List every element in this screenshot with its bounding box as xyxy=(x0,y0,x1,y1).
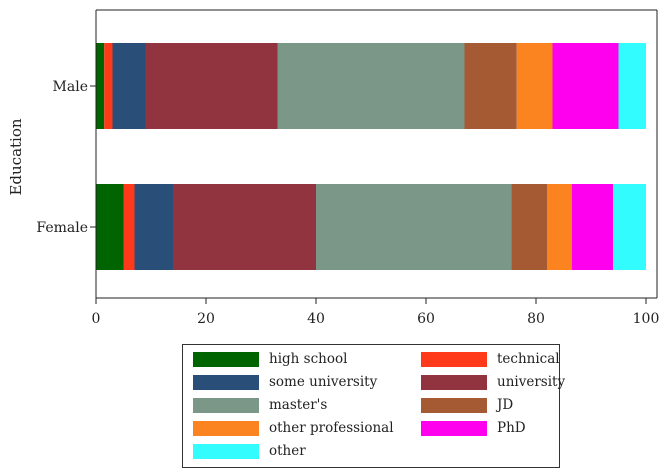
bars-group xyxy=(96,43,646,270)
legend-label: university xyxy=(497,374,566,390)
x-tick-label: 100 xyxy=(633,311,660,327)
legend-swatch xyxy=(193,351,259,367)
x-tick-label: 80 xyxy=(527,311,545,327)
bar-male-other xyxy=(618,43,646,129)
stacked-bar-chart: 0 20 40 60 80 100 Male Female Education xyxy=(7,9,659,327)
legend-swatch xyxy=(193,443,259,459)
labels-group: 0 20 40 60 80 100 Male Female Education xyxy=(7,79,659,327)
bar-female-university xyxy=(173,184,316,270)
bar-male-other-professional xyxy=(516,43,553,129)
legend-item: master's xyxy=(193,395,327,415)
legend-item: PhD xyxy=(421,418,526,438)
legend-item: university xyxy=(421,372,565,392)
legend-label: master's xyxy=(269,397,328,413)
bar-male-jd xyxy=(464,43,517,129)
x-tick-label: 0 xyxy=(92,311,101,327)
bar-female-jd xyxy=(511,184,547,270)
bar-male-master-s xyxy=(277,43,465,129)
legend-label: some university xyxy=(269,374,378,390)
bar-female-high-school xyxy=(96,184,124,270)
bar-male-phd xyxy=(552,43,619,129)
axes-group xyxy=(90,9,658,304)
bar-male-technical xyxy=(104,43,113,129)
chart-legend: high school technical some university unive… xyxy=(182,344,565,468)
y-axis-title: Education xyxy=(7,118,25,195)
legend-swatch xyxy=(193,397,259,413)
legend-item: technical xyxy=(421,349,560,369)
bar-female-phd xyxy=(571,184,613,270)
legend-item: some university xyxy=(193,372,377,392)
legend-item: JD xyxy=(421,395,513,415)
x-tick-label: 40 xyxy=(307,311,325,327)
x-tick-label: 60 xyxy=(417,311,435,327)
legend-swatch xyxy=(421,397,487,413)
bar-female-other-professional xyxy=(547,184,572,270)
y-category-label: Male xyxy=(53,79,88,95)
legend-label: PhD xyxy=(497,420,526,436)
legend-swatch xyxy=(421,351,487,367)
legend-label: technical xyxy=(497,351,560,367)
legend-item: other professional xyxy=(193,418,394,438)
bar-male-some-university xyxy=(112,43,146,129)
legend-item: high school xyxy=(193,349,347,369)
bar-female-master-s xyxy=(316,184,512,270)
legend-swatch xyxy=(421,420,487,436)
legend-label: other professional xyxy=(269,420,394,436)
legend-item: other xyxy=(193,441,306,461)
legend-swatch xyxy=(193,420,259,436)
bar-male-university xyxy=(145,43,278,129)
x-tick-label: 20 xyxy=(197,311,215,327)
legend-swatch xyxy=(421,374,487,390)
legend-label: other xyxy=(269,443,306,459)
legend-label: JD xyxy=(497,397,514,413)
bar-female-technical xyxy=(123,184,135,270)
legend-swatch xyxy=(193,374,259,390)
y-category-label: Female xyxy=(36,220,88,236)
bar-male-high-school xyxy=(96,43,105,129)
bar-female-some-university xyxy=(134,184,173,270)
bar-female-other xyxy=(613,184,646,270)
legend-label: high school xyxy=(269,351,348,367)
